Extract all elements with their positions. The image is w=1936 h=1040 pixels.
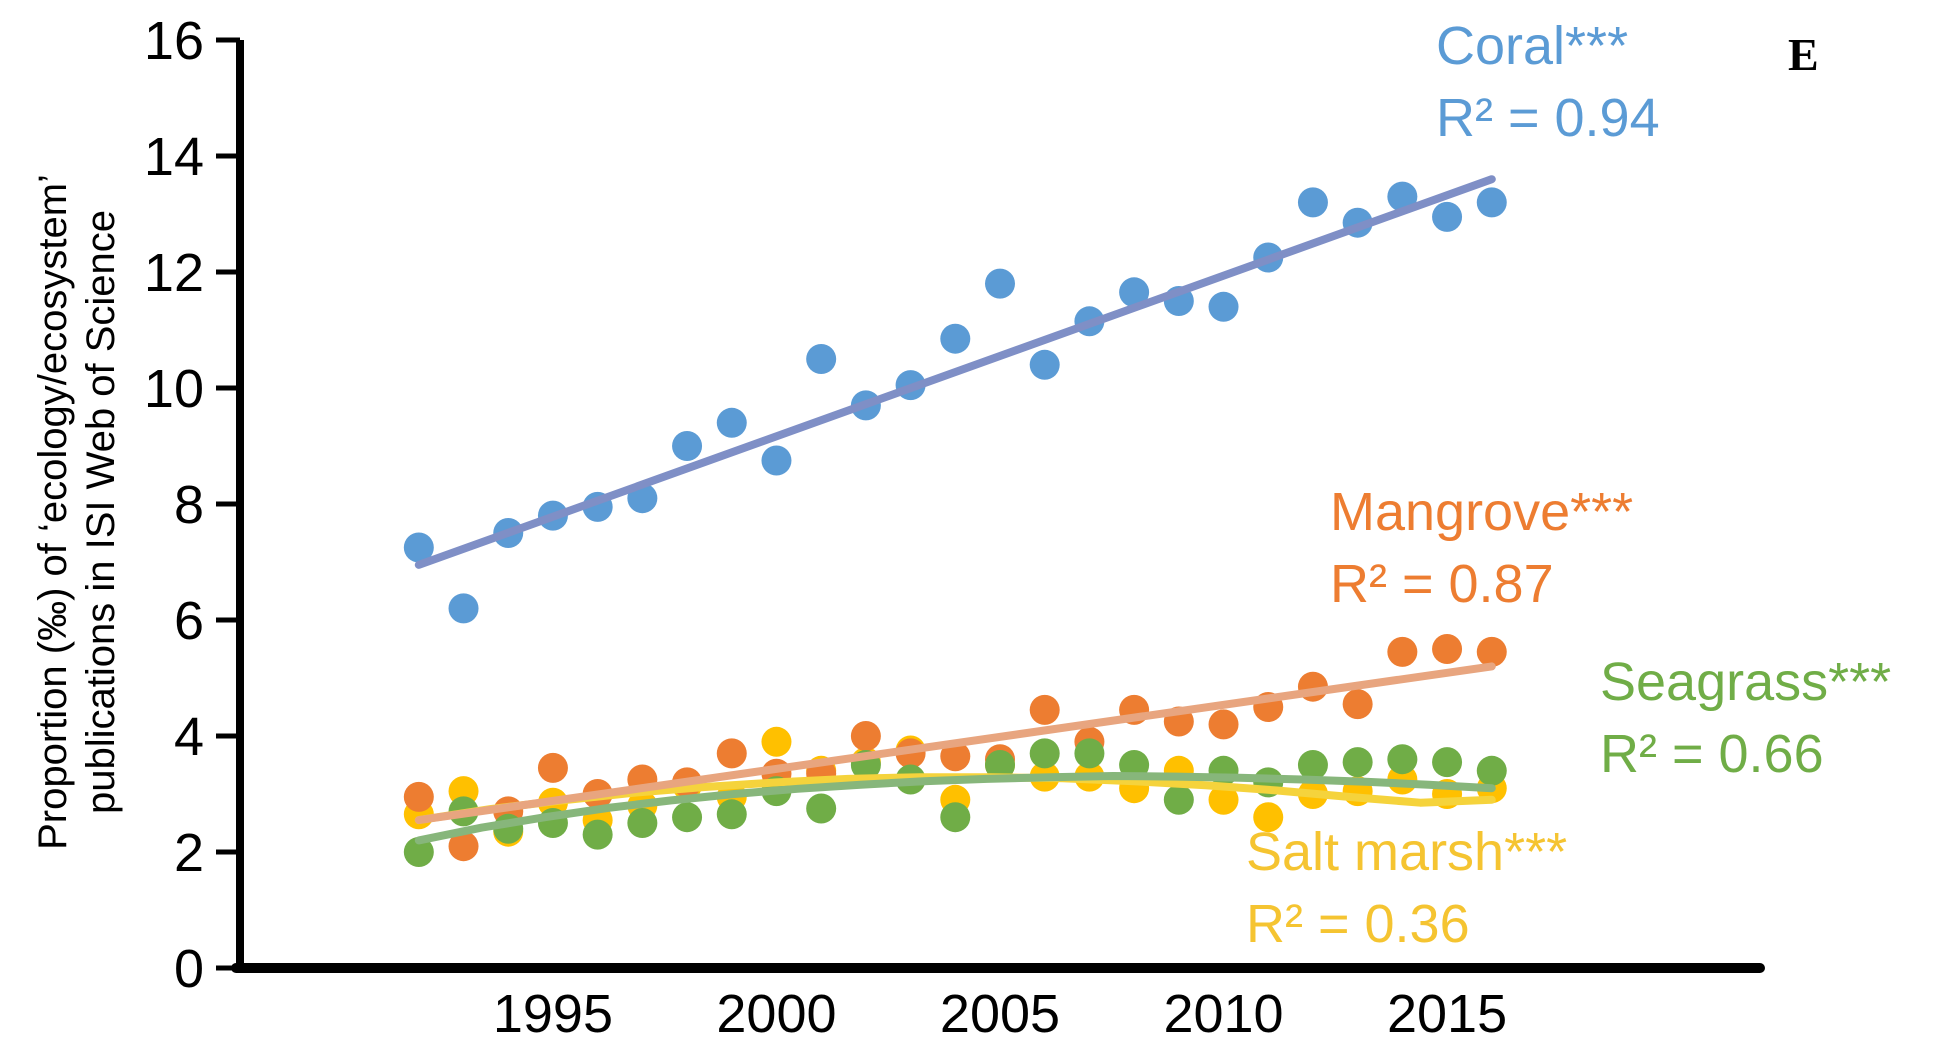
seagrass-name-label: Seagrass*** (1600, 652, 1891, 712)
seagrass-point (1074, 738, 1105, 769)
coral-r2-label: R² = 0.94 (1436, 88, 1660, 148)
salt-marsh-r2-label: R² = 0.36 (1246, 894, 1470, 954)
coral-point (672, 431, 703, 461)
coral-point (1297, 187, 1328, 218)
mangrove-r2-label: R² = 0.87 (1330, 554, 1554, 614)
mangrove-point (1476, 636, 1507, 667)
x-tick-label: 2005 (940, 984, 1060, 1040)
y-tick-label: 6 (174, 591, 204, 651)
mangrove-point (403, 781, 434, 812)
coral-point (1119, 277, 1150, 308)
y-tick-label: 12 (144, 243, 204, 303)
mangrove-point (940, 741, 971, 772)
coral-point (403, 532, 434, 563)
y-tick-label: 4 (174, 707, 204, 767)
coral-point (1208, 291, 1239, 322)
seagrass-point (403, 837, 434, 867)
y-tick-label: 2 (174, 823, 204, 883)
seagrass-trend-line (414, 772, 1496, 845)
coral-point (761, 445, 792, 476)
mangrove-point (1342, 689, 1373, 720)
x-tick-label: 2000 (716, 984, 836, 1040)
seagrass-point (806, 793, 837, 824)
y-axis-label-line-1: Proportion (‰) of ‘ecology/ecosystem’ (31, 174, 75, 850)
mangrove-point (850, 721, 881, 751)
seagrass-point (1029, 738, 1060, 769)
seagrass-point (1432, 747, 1463, 778)
salt-marsh-point (1253, 802, 1284, 833)
x-tick-label: 2015 (1387, 984, 1507, 1040)
coral-name-label: Coral*** (1436, 16, 1628, 76)
annotation-mangrove: Mangrove*** R² = 0.87 (1330, 482, 1633, 614)
coral-point (1432, 201, 1463, 232)
mangrove-point (1208, 709, 1239, 740)
coral-point (1029, 349, 1060, 380)
mangrove-point (448, 831, 479, 862)
mangrove-point (716, 738, 747, 769)
coral-point (716, 407, 747, 438)
coral-point (985, 268, 1015, 299)
coral-point (448, 593, 479, 624)
salt-marsh-point (761, 726, 792, 757)
coral-point (806, 344, 837, 374)
seagrass-point (1476, 755, 1507, 786)
y-tick-label: 10 (144, 359, 204, 419)
trend-lines (414, 175, 1496, 845)
y-tick-label: 16 (144, 11, 204, 71)
mangrove-trend-line (414, 662, 1496, 825)
seagrass-point (940, 802, 971, 833)
coral-point (1387, 181, 1418, 212)
y-tick-label: 8 (174, 475, 204, 535)
mangrove-point (537, 752, 568, 783)
mangrove-point (1432, 634, 1463, 664)
y-ticks: 0 2 4 6 8 10 12 14 16 (144, 11, 240, 999)
coral-trend-line (414, 175, 1496, 569)
mangrove-name-label: Mangrove*** (1330, 482, 1633, 542)
seagrass-point (716, 799, 747, 830)
annotation-salt-marsh: Salt marsh*** R² = 0.36 (1246, 822, 1567, 954)
seagrass-point (672, 802, 703, 833)
seagrass-point (1387, 744, 1418, 775)
coral-point (940, 323, 971, 354)
seagrass-point (627, 808, 658, 838)
y-tick-label: 0 (174, 939, 204, 999)
mangrove-point (1387, 636, 1418, 667)
annotation-coral: Coral*** R² = 0.94 (1436, 16, 1660, 148)
y-axis-label-line-2: publications in ISI Web of Science (79, 210, 123, 814)
seagrass-point (1163, 784, 1194, 815)
seagrass-r2-label: R² = 0.66 (1600, 724, 1824, 784)
x-ticks: 1995 2000 2005 2010 2015 (493, 984, 1507, 1040)
panel-label: E (1788, 29, 1819, 80)
y-tick-label: 14 (144, 127, 204, 187)
seagrass-point (985, 750, 1015, 780)
annotation-seagrass: Seagrass*** R² = 0.66 (1600, 652, 1891, 784)
y-axis-label: Proportion (‰) of ‘ecology/ecosystem’ pu… (31, 174, 123, 850)
salt-marsh-name-label: Salt marsh*** (1246, 822, 1567, 882)
mangrove-point (1029, 694, 1060, 725)
data-points (403, 181, 1507, 867)
seagrass-point (582, 819, 613, 850)
salt-marsh-point (1208, 784, 1239, 815)
x-tick-label: 2010 (1163, 984, 1283, 1040)
x-tick-label: 1995 (493, 984, 613, 1040)
coral-point (1476, 187, 1507, 218)
seagrass-point (1297, 750, 1328, 780)
seagrass-point (1342, 747, 1373, 778)
